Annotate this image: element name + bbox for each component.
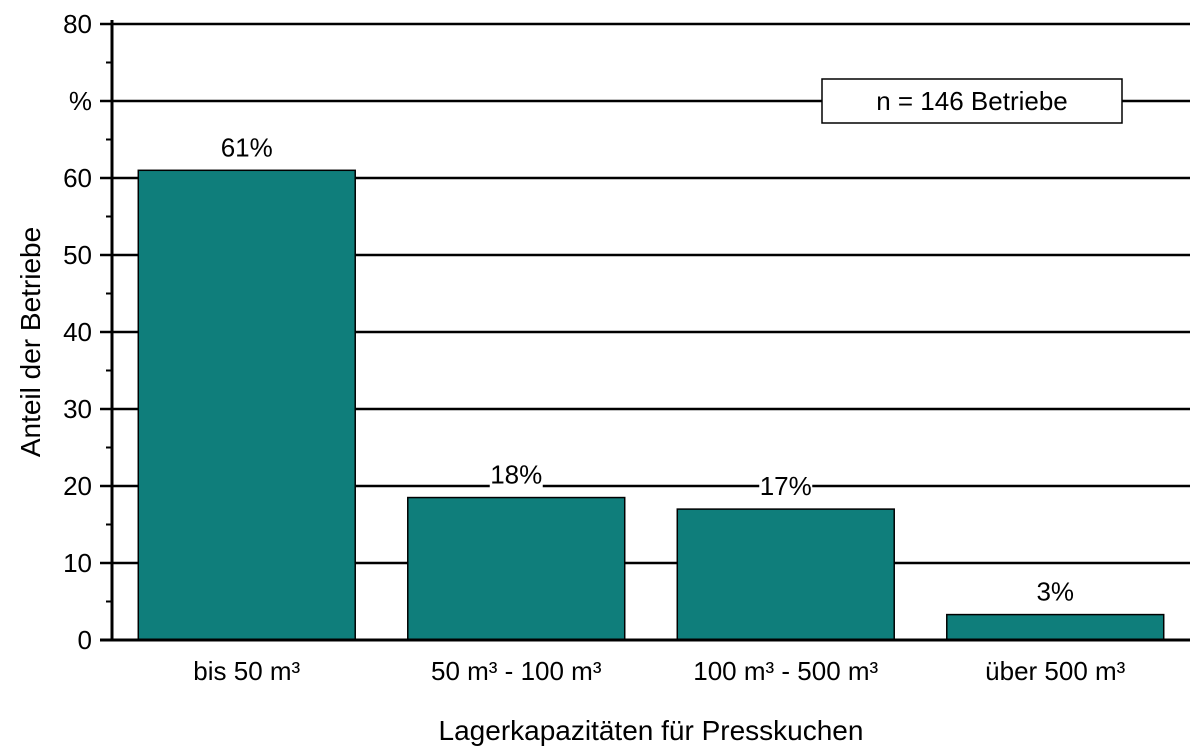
y-tick-label: 80 [63, 9, 92, 39]
data-label-background [1036, 574, 1075, 605]
bar-1 [137, 169, 356, 641]
y-tick-label: 40 [63, 317, 92, 347]
bars [137, 169, 1165, 641]
annotation-frame [821, 78, 1123, 124]
y-tick-label: 0 [78, 625, 92, 655]
bar-4 [946, 613, 1165, 641]
data-label-1: 61% [221, 132, 273, 162]
y-tick-labels: 0 10 20 30 40 50 60% 80 [63, 9, 92, 655]
x-axis-title: Lagerkapazitäten für Presskuchen [439, 715, 864, 746]
y-tick-label: 30 [63, 394, 92, 424]
y-tick-label: % [69, 86, 92, 116]
y-tick-label: 20 [63, 471, 92, 501]
data-label-4: 3% [1036, 577, 1074, 607]
x-tick-label-1: bis 50 m³ [193, 656, 300, 686]
bar-3 [676, 508, 895, 641]
data-label-background [220, 130, 274, 161]
bar-2 [407, 496, 626, 641]
data-label-background [759, 469, 813, 500]
annotation-text: n = 146 Betriebe [876, 86, 1068, 116]
axes [100, 20, 1190, 642]
x-tick-label-3: 100 m³ - 500 m³ [693, 656, 878, 686]
x-tick-labels: bis 50 m³ 50 m³ - 100 m³ 100 m³ - 500 m³ üb… [193, 656, 1125, 686]
y-tick-label: 50 [63, 240, 92, 270]
x-tick-label-4: über 500 m³ [985, 656, 1126, 686]
data-label-background [489, 457, 543, 488]
annotation-box: n = 146 Betriebe [821, 78, 1123, 124]
x-tick-label-2: 50 m³ - 100 m³ [431, 656, 602, 686]
y-axis-title: Anteil der Betriebe [15, 227, 46, 457]
y-tick-label: 60 [63, 163, 92, 193]
y-tick-label: 10 [63, 548, 92, 578]
data-label-3: 17% [760, 471, 812, 501]
data-labels: 61% 18% 17% 3% [220, 130, 1075, 607]
data-label-2: 18% [490, 460, 542, 490]
